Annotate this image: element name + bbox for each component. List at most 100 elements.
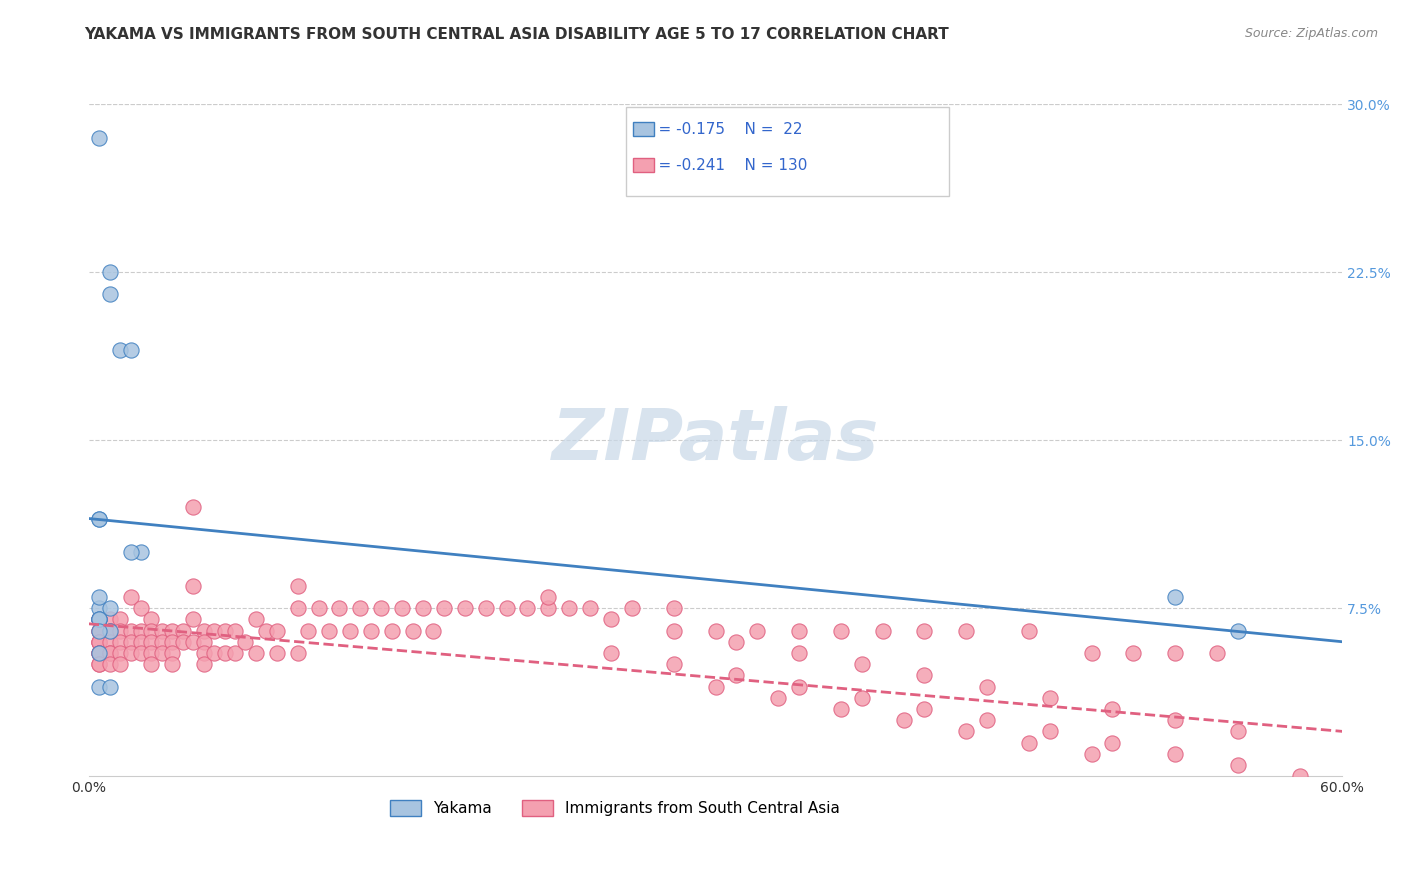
Point — [245, 646, 267, 660]
Point — [360, 624, 382, 638]
Point — [98, 624, 121, 638]
Point — [202, 646, 225, 660]
Point — [141, 634, 163, 648]
Point — [120, 545, 142, 559]
Point — [89, 634, 111, 648]
Point — [976, 713, 998, 727]
Point — [162, 624, 184, 638]
Point — [193, 646, 215, 660]
Point — [141, 612, 163, 626]
Point — [181, 500, 204, 515]
Text: Source: ZipAtlas.com: Source: ZipAtlas.com — [1244, 27, 1378, 40]
Point — [787, 624, 810, 638]
Point — [150, 646, 173, 660]
Point — [98, 612, 121, 626]
Point — [89, 646, 111, 660]
Point — [266, 646, 288, 660]
Point — [89, 624, 111, 638]
Point — [537, 590, 560, 604]
Point — [287, 646, 309, 660]
Point — [181, 634, 204, 648]
Point — [1164, 646, 1187, 660]
Point — [851, 657, 873, 672]
Point — [339, 624, 361, 638]
Text: R = -0.241    N = 130: R = -0.241 N = 130 — [643, 158, 807, 172]
Point — [89, 657, 111, 672]
Point — [266, 624, 288, 638]
Point — [181, 579, 204, 593]
Point — [412, 601, 434, 615]
Point — [1039, 690, 1062, 705]
Point — [1018, 735, 1040, 749]
Point — [1226, 758, 1249, 772]
Point — [704, 680, 727, 694]
Point — [108, 624, 131, 638]
Point — [89, 634, 111, 648]
Point — [254, 624, 277, 638]
Point — [129, 545, 152, 559]
Point — [579, 601, 602, 615]
Text: ZIPatlas: ZIPatlas — [551, 406, 879, 475]
Point — [600, 646, 623, 660]
Point — [872, 624, 894, 638]
Point — [98, 265, 121, 279]
Point — [89, 612, 111, 626]
Point — [245, 612, 267, 626]
Text: R = -0.175    N =  22: R = -0.175 N = 22 — [643, 122, 801, 136]
Point — [89, 657, 111, 672]
Point — [120, 646, 142, 660]
Point — [98, 646, 121, 660]
Point — [287, 579, 309, 593]
Point — [120, 624, 142, 638]
Point — [955, 724, 977, 739]
Point — [141, 646, 163, 660]
Point — [108, 657, 131, 672]
Point — [89, 624, 111, 638]
Point — [725, 634, 748, 648]
Point — [214, 624, 236, 638]
Text: YAKAMA VS IMMIGRANTS FROM SOUTH CENTRAL ASIA DISABILITY AGE 5 TO 17 CORRELATION : YAKAMA VS IMMIGRANTS FROM SOUTH CENTRAL … — [84, 27, 949, 42]
Point — [401, 624, 423, 638]
Point — [98, 657, 121, 672]
Point — [162, 634, 184, 648]
Point — [328, 601, 350, 615]
Point — [108, 612, 131, 626]
Point — [89, 646, 111, 660]
Point — [89, 612, 111, 626]
Point — [318, 624, 340, 638]
Point — [1018, 624, 1040, 638]
Point — [98, 680, 121, 694]
Point — [89, 624, 111, 638]
Point — [620, 601, 643, 615]
Point — [98, 287, 121, 301]
Point — [89, 646, 111, 660]
Point — [787, 680, 810, 694]
Point — [454, 601, 477, 615]
Point — [98, 601, 121, 615]
Point — [162, 646, 184, 660]
Point — [516, 601, 538, 615]
Point — [120, 590, 142, 604]
Point — [89, 612, 111, 626]
Point — [120, 634, 142, 648]
Point — [662, 624, 685, 638]
Point — [976, 680, 998, 694]
Point — [224, 624, 246, 638]
Point — [662, 657, 685, 672]
Point — [150, 624, 173, 638]
Point — [150, 634, 173, 648]
Point — [172, 634, 194, 648]
Point — [381, 624, 404, 638]
Point — [89, 511, 111, 525]
Point — [89, 634, 111, 648]
Point — [1101, 702, 1123, 716]
Point — [141, 657, 163, 672]
Point — [98, 634, 121, 648]
Point — [1039, 724, 1062, 739]
Point — [308, 601, 330, 615]
Point — [89, 601, 111, 615]
Point — [89, 612, 111, 626]
Point — [193, 624, 215, 638]
Point — [830, 702, 852, 716]
Point — [224, 646, 246, 660]
